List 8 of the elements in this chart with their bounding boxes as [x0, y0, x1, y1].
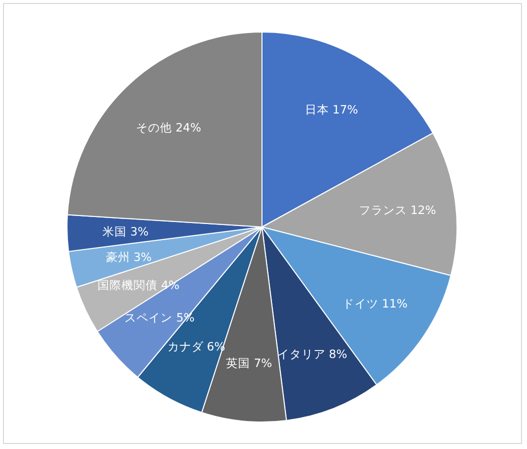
slice-label: イタリア 8% [277, 346, 348, 361]
slice-label: フランス 12% [358, 202, 436, 217]
slice-label: 英国 7% [226, 356, 272, 370]
slice-label: 日本 17% [304, 102, 358, 117]
slice-label: 米国 3% [102, 224, 149, 238]
slice-label: ドイツ 11% [342, 296, 408, 311]
slice-label: その他 24% [136, 120, 202, 134]
slice-label: 豪州 3% [106, 250, 152, 264]
